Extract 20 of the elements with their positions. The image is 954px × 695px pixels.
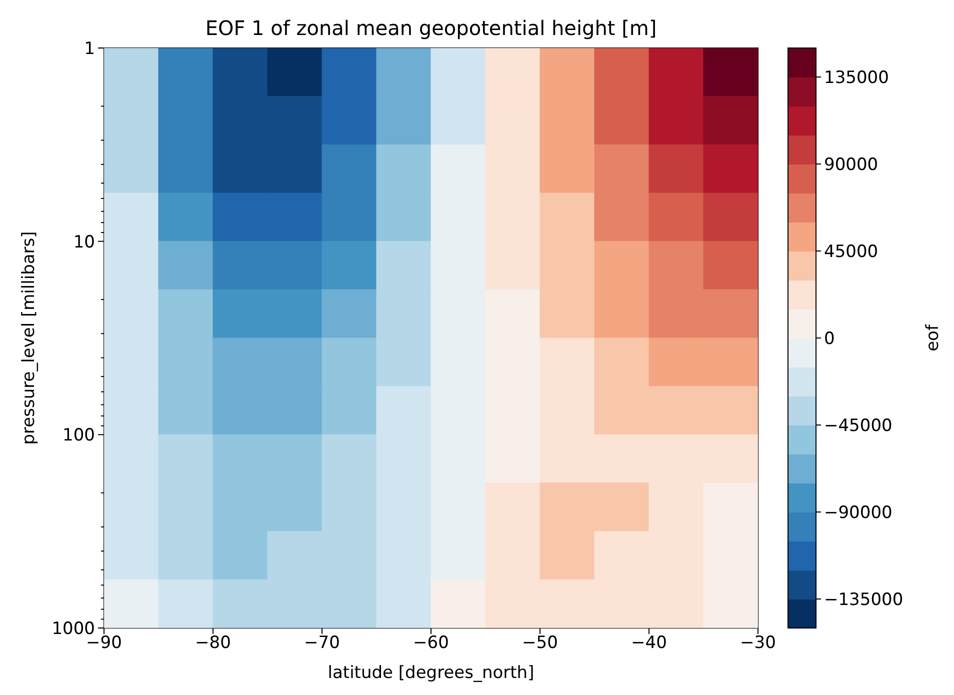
y-tick-label: 10	[73, 232, 95, 252]
x-tick-label: −60	[413, 633, 449, 654]
chart-title: EOF 1 of zonal mean geopotential height [m]	[204, 16, 658, 40]
color-bar-label: 90000	[824, 154, 878, 175]
color-bar-label: 135000	[824, 68, 889, 88]
color-bar-label: −90000	[824, 502, 892, 523]
y-axis-title: pressure_level [millibars]	[19, 231, 40, 445]
x-tick-label: −80	[195, 633, 231, 654]
y-tick-label: 100	[62, 426, 95, 446]
x-axis-title: latitude [degrees_north]	[328, 663, 534, 683]
x-tick-label: −70	[304, 633, 340, 654]
color-bar-label: 45000	[824, 242, 878, 262]
color-bar-label: −45000	[824, 416, 892, 436]
x-tick-label: −30	[740, 633, 776, 654]
x-tick-label: −50	[522, 633, 558, 654]
color-bar-label: 0	[824, 328, 835, 349]
y-tick-label: 1	[84, 38, 95, 59]
x-tick-label: −40	[631, 633, 667, 654]
color-bar-title: eof	[923, 324, 943, 352]
color-bar-label: −135000	[824, 590, 904, 610]
